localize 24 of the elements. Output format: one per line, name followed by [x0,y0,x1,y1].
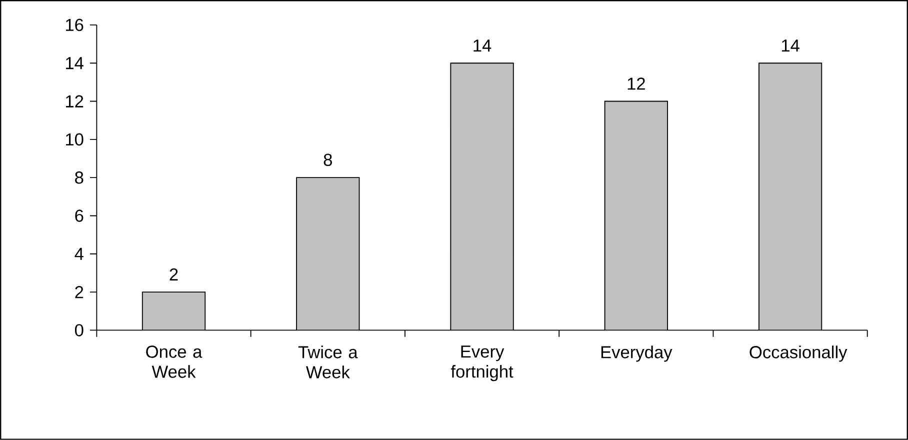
data-label: 14 [474,40,492,52]
y-tick-label: 2 [75,286,84,298]
y-tick-label: 8 [75,171,84,184]
y-tick-label: 16 [66,18,84,32]
y-tick-label: 10 [66,133,84,146]
y-tick-label: 6 [75,210,84,222]
data-label: 14 [782,40,800,52]
y-tick-label: 14 [66,57,84,70]
x-tick-label: Once a Week [146,346,202,378]
data-label: 12 [628,78,645,90]
x-tick-label: Twice a Week [298,346,358,378]
bar [142,292,206,330]
bar [604,101,668,330]
y-tick-label: 12 [66,95,84,108]
x-tick-label: Every fortnight [450,346,514,382]
bar [450,63,514,330]
y-tick-label: 0 [74,324,84,336]
x-tick-label: Occasionally [750,346,848,362]
data-label: 8 [324,154,332,166]
bar [296,178,360,330]
data-label: 2 [170,268,178,281]
bar [758,62,822,330]
y-tick-label: 4 [74,248,84,260]
x-tick-label: Everyday [601,346,672,362]
